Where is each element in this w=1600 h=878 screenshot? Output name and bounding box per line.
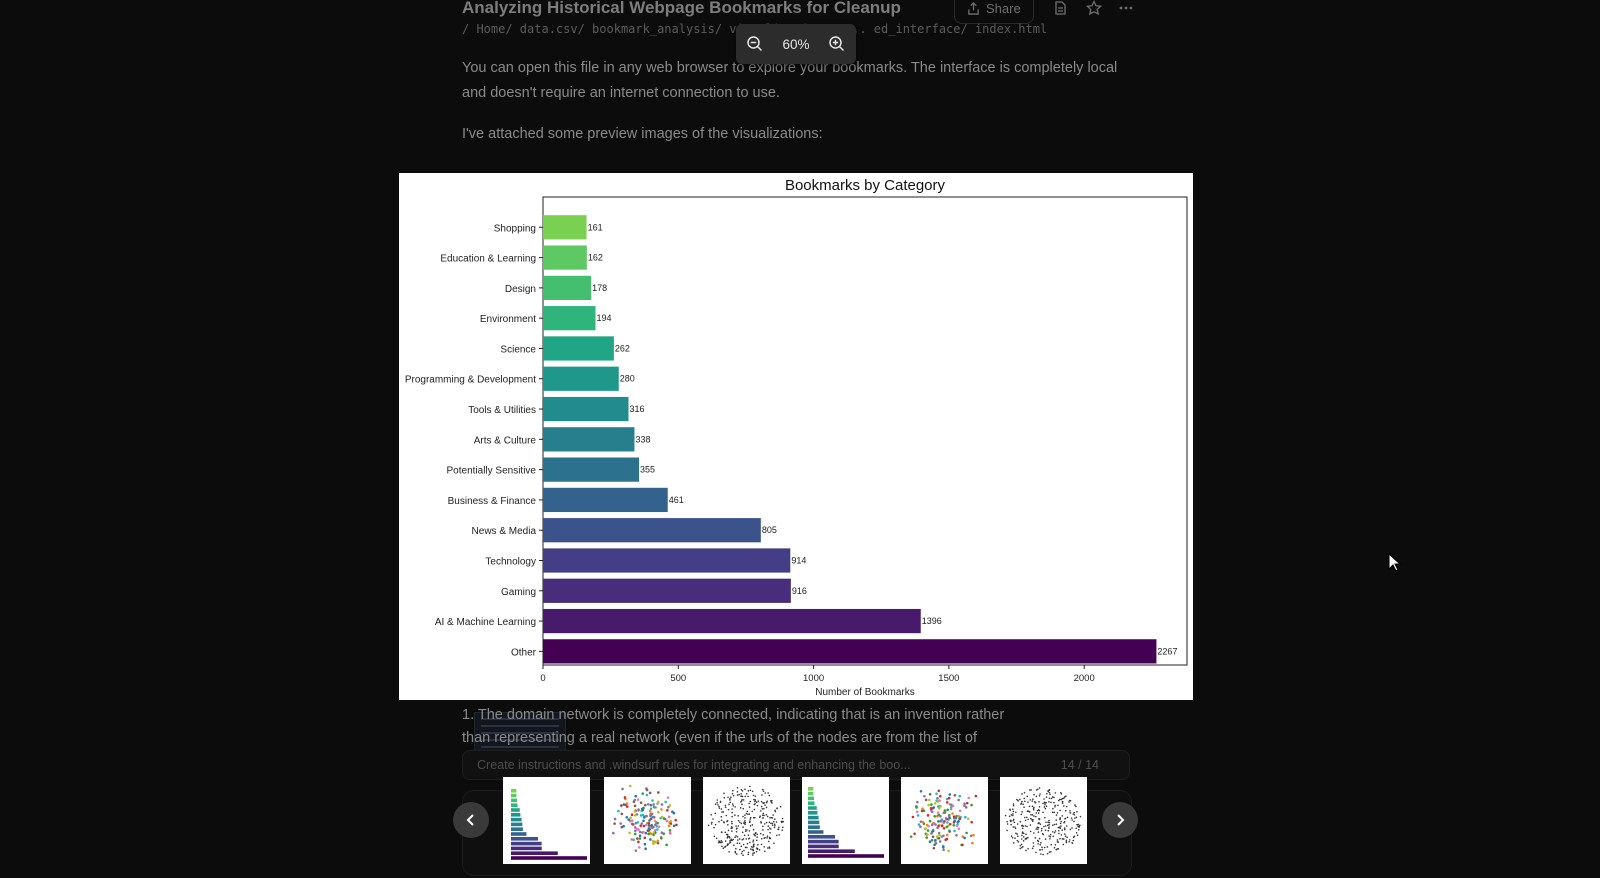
previous-image-button[interactable]: [453, 802, 489, 838]
task-text: Create instructions and .windsurf rules …: [477, 758, 911, 772]
data-label: 162: [588, 253, 603, 263]
bar-6: [543, 396, 629, 422]
message-list-item: 1. The domain network is completely conn…: [462, 704, 1142, 750]
thumbnail-category-chart-alt[interactable]: [802, 777, 889, 864]
thumbnail-preview-graphic: [511, 789, 587, 860]
mouse-cursor-icon: [1388, 553, 1402, 572]
zoom-out-button[interactable]: [745, 34, 765, 54]
data-label: 338: [635, 434, 650, 444]
thumbnail-preview-graphic: [1004, 787, 1082, 856]
message-paragraph-preview: I've attached some preview images of the…: [462, 126, 823, 142]
chart-title: Bookmarks by Category: [785, 177, 946, 194]
conversation-title: Analyzing Historical Webpage Bookmarks f…: [462, 0, 901, 17]
thumbnail-domain-network[interactable]: [703, 777, 790, 864]
data-label: 914: [791, 555, 806, 565]
data-label: 355: [640, 465, 655, 475]
y-tick-label: Arts & Culture: [474, 435, 537, 446]
thumbnail-preview-graphic: [808, 787, 884, 858]
x-axis-label: Number of Bookmarks: [815, 687, 914, 698]
bar-11: [543, 548, 791, 573]
y-tick-label: Tools & Utilities: [468, 405, 536, 416]
y-tick-label: Science: [500, 344, 536, 355]
message-line: than representing a real network (even i…: [462, 730, 978, 746]
message-line: 1. The domain network is completely conn…: [462, 707, 1005, 723]
share-button[interactable]: Share: [954, 0, 1034, 24]
x-tick-label: 0: [540, 673, 545, 684]
bar-10: [543, 518, 761, 543]
data-label: 280: [620, 374, 635, 384]
x-tick-label: 1500: [938, 673, 959, 684]
zoom-in-button[interactable]: [827, 34, 847, 54]
y-tick-label: Design: [505, 284, 536, 295]
next-image-button[interactable]: [1102, 802, 1138, 838]
bar-12: [543, 578, 791, 603]
thumbnail-preview-graphic: [707, 785, 785, 857]
y-tick-label: Gaming: [501, 587, 536, 598]
bar-chart: Bookmarks by Category Shopping 161 Educatio…: [405, 177, 1188, 698]
share-icon: [968, 1, 979, 15]
thumbnail-cluster-scatter[interactable]: [604, 777, 691, 864]
data-label: 194: [596, 313, 611, 323]
data-label: 161: [588, 222, 603, 232]
bar-7: [543, 427, 635, 452]
data-label: 316: [630, 404, 645, 414]
y-tick-label: Environment: [480, 314, 536, 325]
share-label: Share: [986, 0, 1021, 16]
y-tick-label: Business & Finance: [448, 496, 537, 507]
data-label: 178: [592, 283, 607, 293]
data-label: 916: [792, 586, 807, 596]
thumbnail-category-chart[interactable]: [503, 777, 590, 864]
y-tick-label: Programming & Development: [405, 375, 536, 386]
y-tick-label: Potentially Sensitive: [447, 466, 537, 477]
data-label: 461: [669, 495, 684, 505]
thumbnail-cluster-scatter-alt[interactable]: [901, 777, 988, 864]
chevron-left-icon: [466, 814, 474, 826]
bar-1: [543, 245, 587, 270]
task-count: 14 / 14: [1060, 758, 1099, 772]
thumbnail-preview-graphic: [909, 789, 978, 853]
data-label: 2267: [1157, 646, 1177, 656]
y-tick-label: AI & Machine Learning: [435, 617, 536, 628]
zoom-toolbar: 60%: [736, 24, 856, 64]
data-label: 262: [615, 343, 630, 353]
x-tick-label: 2000: [1074, 673, 1095, 684]
image-viewer-chart: Bookmarks by Category Shopping 161 Educatio…: [399, 173, 1193, 700]
x-tick-label: 500: [670, 673, 686, 684]
chevron-right-icon: [1117, 814, 1125, 826]
star-icon[interactable]: [1086, 0, 1102, 16]
bar-4: [543, 336, 614, 361]
y-tick-label: Education & Learning: [440, 254, 536, 265]
bar-0: [543, 215, 587, 240]
zoom-out-icon: [747, 36, 762, 52]
y-tick-label: Other: [511, 647, 537, 658]
data-label: 1396: [922, 616, 942, 626]
conversation-header: Analyzing Historical Webpage Bookmarks f…: [462, 0, 1142, 26]
copy-file-icon[interactable]: [1052, 0, 1068, 16]
data-label: 805: [762, 525, 777, 535]
message-paragraph: You can open this file in any web browse…: [462, 60, 1118, 101]
bar-13: [543, 608, 921, 634]
y-tick-label: Technology: [485, 556, 536, 567]
y-tick-label: Shopping: [494, 223, 536, 234]
bar-3: [543, 306, 596, 331]
zoom-level: 60%: [782, 36, 810, 52]
bar-5: [543, 366, 619, 391]
bar-14: [543, 639, 1157, 664]
bar-2: [543, 275, 592, 300]
thumbnail-domain-network-alt[interactable]: [1000, 777, 1087, 864]
zoom-in-icon: [829, 36, 845, 52]
y-tick-label: News & Media: [472, 526, 537, 537]
bar-9: [543, 487, 668, 513]
thumbnail-preview-graphic: [612, 784, 678, 852]
more-icon[interactable]: [1118, 0, 1134, 16]
x-tick-label: 1000: [803, 673, 824, 684]
bar-8: [543, 457, 640, 482]
task-status-bar[interactable]: Create instructions and .windsurf rules …: [462, 750, 1130, 780]
